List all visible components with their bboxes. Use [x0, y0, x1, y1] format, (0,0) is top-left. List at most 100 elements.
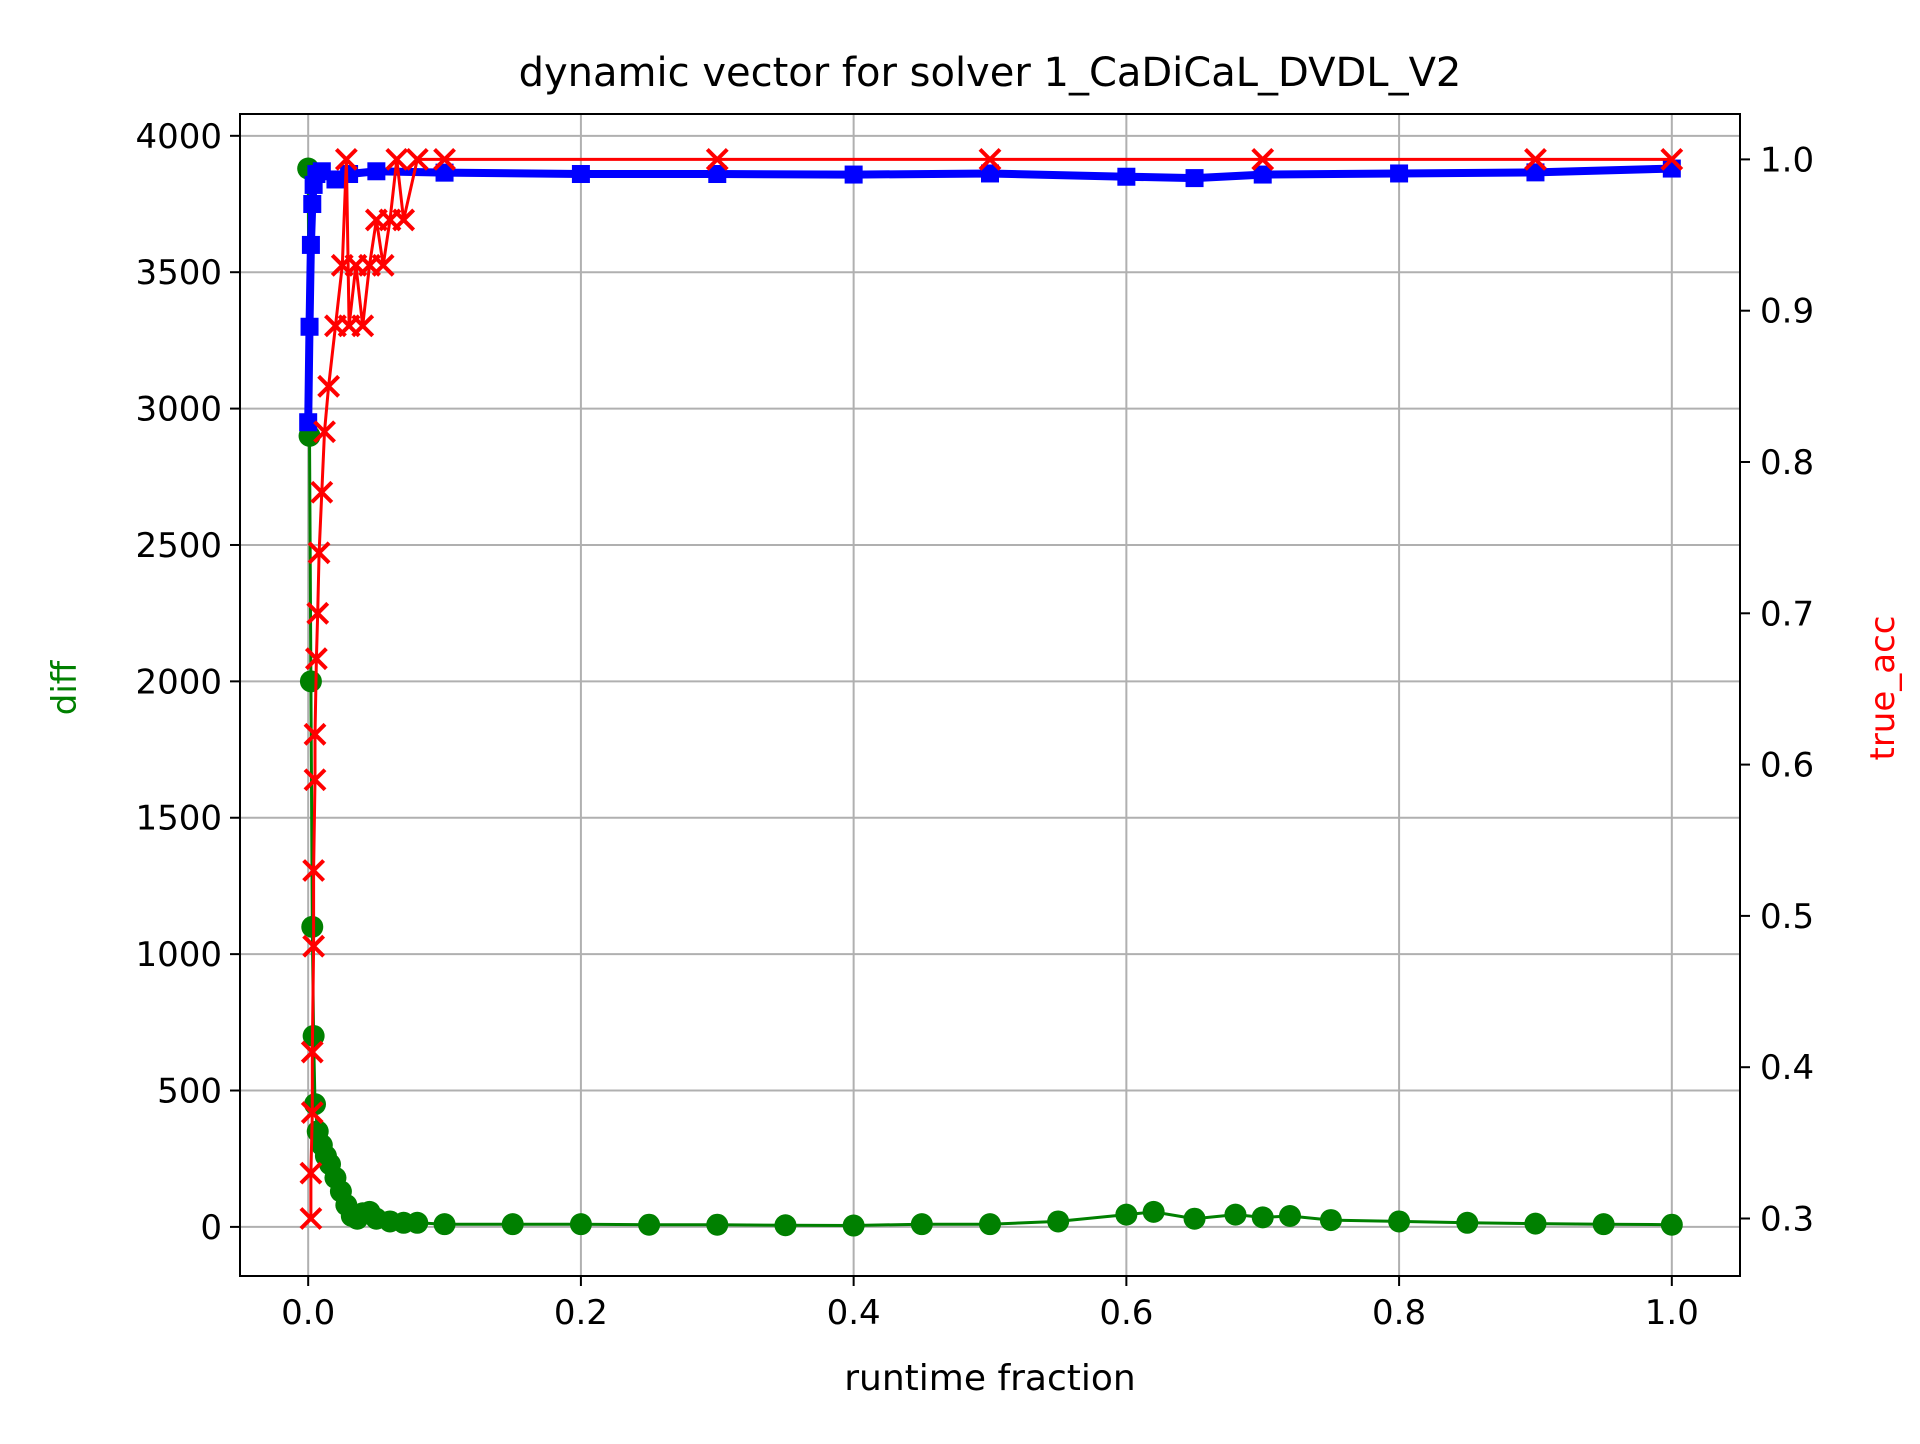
data-point	[371, 253, 395, 277]
data-point	[300, 1040, 324, 1064]
data-point	[1592, 1213, 1615, 1236]
y2-tick-label: 0.7	[1760, 594, 1814, 634]
data-point	[303, 768, 327, 792]
data-point	[406, 1211, 429, 1234]
y-tick-label: 1000	[135, 935, 222, 975]
data-point	[405, 147, 429, 171]
data-point	[705, 147, 729, 171]
data-point	[638, 1213, 661, 1236]
data-point	[1662, 159, 1681, 178]
axes: 0.0 0.2 0.4 0.6 0.8 1.0 0 500 1000 1500 2000 2500 30…	[135, 117, 1814, 1333]
plot-area	[297, 147, 1684, 1237]
y2-tick-label: 0.9	[1760, 292, 1814, 332]
data-point	[1388, 1210, 1411, 1233]
data-point	[1185, 169, 1204, 188]
data-point	[981, 164, 999, 183]
y-tick-label: 3500	[135, 253, 222, 293]
data-point	[367, 162, 386, 181]
data-point	[435, 163, 454, 182]
data-point	[1117, 167, 1136, 186]
data-point	[844, 165, 863, 184]
data-point	[326, 170, 345, 189]
plot-frame	[239, 113, 1741, 1277]
data-point	[706, 1213, 729, 1236]
data-point	[1524, 147, 1547, 171]
data-point	[303, 195, 322, 214]
data-point	[571, 165, 590, 184]
data-point	[351, 314, 375, 338]
data-point	[304, 647, 328, 671]
data-point	[774, 1214, 797, 1237]
data-point	[1526, 163, 1545, 182]
y2-tick-label: 0.8	[1760, 443, 1814, 483]
data-point	[501, 1213, 524, 1236]
y-tick-label: 1500	[135, 799, 222, 839]
y2-axis-label: true_acc	[1863, 616, 1903, 761]
data-point	[1660, 1213, 1683, 1236]
data-point	[433, 147, 456, 171]
grid	[240, 114, 1740, 1276]
data-point	[1524, 1212, 1547, 1235]
data-point	[300, 317, 319, 336]
data-point	[1660, 147, 1684, 171]
data-point	[310, 480, 334, 504]
data-point	[1456, 1211, 1479, 1234]
data-point	[299, 670, 322, 693]
data-point	[302, 934, 326, 958]
data-point	[979, 1213, 1001, 1236]
data-point	[392, 208, 416, 232]
y2-tick-label: 0.4	[1760, 1048, 1814, 1088]
y2-tick-label: 0.3	[1760, 1200, 1814, 1240]
data-point	[1253, 165, 1272, 184]
y-tick-label: 500	[157, 1072, 222, 1112]
data-point	[303, 722, 327, 746]
data-point	[299, 1161, 323, 1185]
data-point	[1224, 1203, 1247, 1226]
chart-title: dynamic vector for solver 1_CaDiCaL_DVDL…	[519, 50, 1462, 96]
data-point	[300, 1101, 324, 1125]
x-tick-label: 1.0	[1645, 1293, 1699, 1333]
series-1	[299, 159, 1681, 432]
data-point	[1279, 1204, 1301, 1227]
data-point	[317, 374, 341, 398]
data-point	[708, 165, 727, 184]
y-tick-label: 0	[200, 1208, 222, 1248]
data-point	[569, 1213, 592, 1236]
data-point	[978, 147, 1002, 171]
y2-tick-label: 0.5	[1760, 897, 1814, 937]
x-axis-label: runtime fraction	[844, 1358, 1136, 1399]
data-point	[306, 601, 330, 625]
y-tick-label: 4000	[135, 117, 222, 157]
data-point	[312, 162, 331, 181]
x-tick-label: 0.6	[1099, 1293, 1153, 1333]
x-tick-label: 0.0	[281, 1293, 335, 1333]
data-point	[1251, 1206, 1274, 1229]
data-point	[1183, 1207, 1206, 1230]
y-axis-label: diff	[45, 659, 85, 715]
x-tick-label: 0.8	[1372, 1293, 1426, 1333]
data-point	[299, 413, 318, 432]
data-point	[842, 1214, 865, 1237]
data-point	[1142, 1200, 1165, 1223]
data-point	[302, 859, 326, 882]
series-0	[297, 157, 1683, 1237]
data-point	[385, 147, 409, 171]
data-point	[910, 1213, 933, 1236]
y2-tick-label: 0.6	[1760, 746, 1814, 786]
y-tick-label: 2500	[135, 526, 222, 566]
x-tick-label: 0.4	[827, 1293, 881, 1333]
y-tick-label: 3000	[135, 390, 222, 430]
data-point	[307, 541, 331, 565]
y-tick-label: 2000	[135, 662, 222, 702]
data-point	[1115, 1203, 1138, 1226]
data-point	[299, 1207, 323, 1230]
data-point	[1047, 1210, 1070, 1233]
data-point	[1390, 164, 1409, 183]
data-point	[1319, 1209, 1342, 1232]
data-point	[301, 235, 320, 254]
data-point	[313, 420, 336, 444]
series-2	[299, 147, 1684, 1230]
